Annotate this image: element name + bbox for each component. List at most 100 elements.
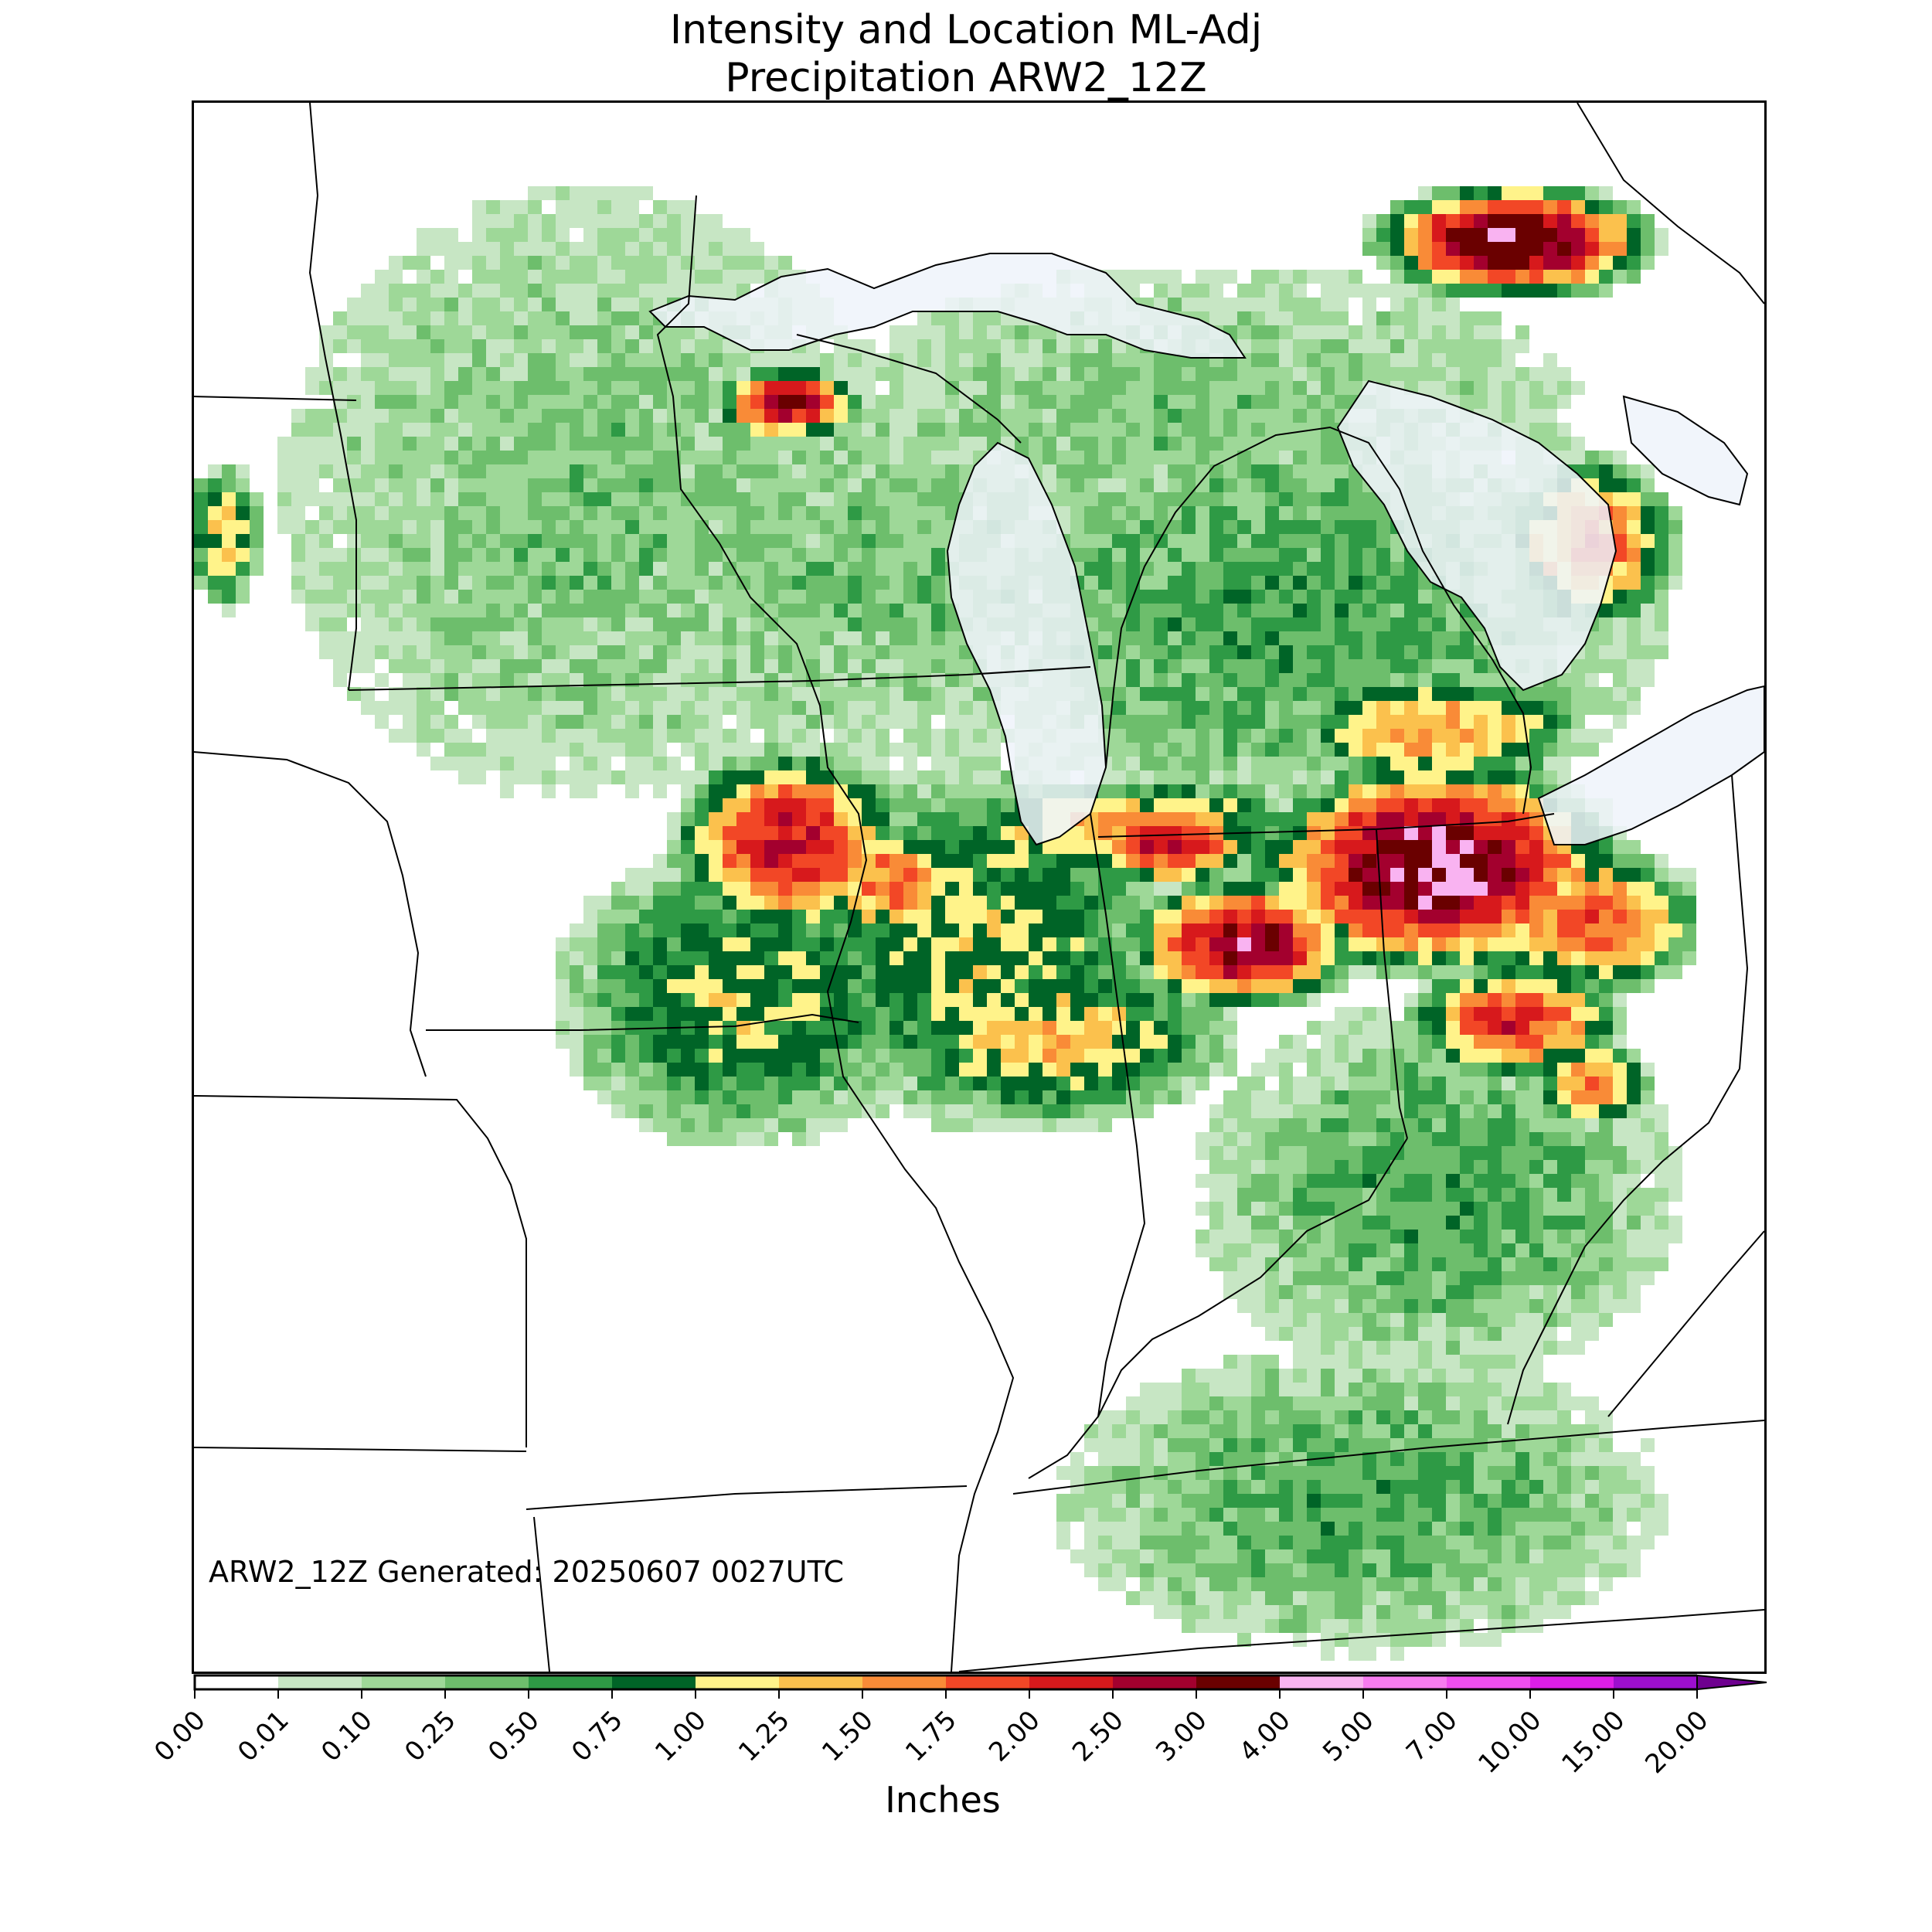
precip-cell — [903, 701, 917, 715]
precip-cell — [1376, 367, 1390, 381]
precip-cell — [1307, 562, 1321, 576]
precip-cell — [1029, 868, 1043, 882]
precip-cell — [1321, 548, 1335, 562]
precip-cell — [750, 743, 764, 757]
precip-cell — [319, 492, 333, 506]
precip-cell — [1515, 200, 1529, 214]
precip-cell — [778, 701, 792, 715]
precip-cell — [1279, 854, 1293, 868]
precip-cell — [1209, 506, 1223, 520]
precip-cell — [1349, 937, 1362, 951]
precip-cell — [361, 604, 375, 617]
precip-cell — [403, 659, 417, 673]
precip-cell — [917, 353, 931, 367]
precip-cell — [973, 743, 987, 757]
precip-cell — [764, 701, 778, 715]
precip-cell — [667, 339, 681, 353]
precip-cell — [528, 367, 542, 381]
precip-cell — [1668, 534, 1682, 548]
precip-cell — [1265, 478, 1279, 492]
precip-cell — [1237, 701, 1251, 715]
precip-cell — [667, 729, 681, 743]
precip-cell — [764, 464, 778, 478]
precip-cell — [500, 200, 514, 214]
precip-cell — [1126, 270, 1140, 284]
precip-cell — [486, 687, 500, 701]
precip-cell — [903, 812, 917, 826]
precip-cell — [778, 784, 792, 798]
precip-cell — [1112, 520, 1126, 534]
precip-cell — [750, 506, 764, 520]
precip-cell — [653, 896, 667, 910]
precip-cell — [778, 548, 792, 562]
precip-cell — [931, 826, 945, 840]
precip-cell — [305, 492, 319, 506]
precip-cell — [1335, 840, 1349, 854]
precip-cell — [542, 701, 556, 715]
precip-cell — [486, 478, 500, 492]
precip-cell — [1043, 965, 1056, 979]
precip-cell — [667, 812, 681, 826]
precip-cell — [1599, 1007, 1613, 1021]
precip-cell — [723, 562, 736, 576]
precip-cell — [1529, 423, 1543, 437]
precip-cell — [1307, 993, 1321, 1007]
precip-cell — [917, 576, 931, 590]
precip-cell — [792, 896, 806, 910]
precip-cell — [1251, 673, 1265, 687]
precip-cell — [583, 910, 597, 923]
precip-cell — [681, 951, 695, 965]
precip-cell — [1056, 910, 1070, 923]
precip-cell — [1641, 506, 1655, 520]
precip-cell — [528, 409, 542, 423]
precip-cell — [709, 659, 723, 673]
precip-cell — [1362, 353, 1376, 367]
precip-cell — [889, 548, 903, 562]
precip-cell — [1585, 1007, 1599, 1021]
precip-cell — [1474, 687, 1488, 701]
precip-cell — [472, 645, 486, 659]
precip-cell — [1307, 937, 1321, 951]
precip-cell — [889, 367, 903, 381]
precip-cell — [876, 854, 889, 868]
precip-cell — [1418, 298, 1432, 311]
precip-cell — [1585, 242, 1599, 256]
precip-cell — [1209, 896, 1223, 910]
precip-cell — [750, 423, 764, 437]
precip-cell — [1362, 868, 1376, 882]
precip-cell — [1196, 896, 1209, 910]
precip-cell — [1460, 367, 1474, 381]
precip-cell — [876, 923, 889, 937]
precip-cell — [764, 854, 778, 868]
precip-cell — [444, 673, 458, 687]
precip-cell — [945, 687, 959, 701]
precip-cell — [1251, 729, 1265, 743]
precip-cell — [611, 311, 625, 325]
precip-cell — [1557, 993, 1571, 1007]
precip-cell — [430, 464, 444, 478]
precip-cell — [1112, 395, 1126, 409]
precip-cell — [1182, 896, 1196, 910]
precip-cell — [792, 743, 806, 757]
precip-cell — [862, 979, 876, 993]
precip-cell — [542, 451, 556, 464]
precip-cell — [1168, 576, 1182, 590]
precip-cell — [389, 381, 403, 395]
precip-cell — [639, 534, 653, 548]
precip-cell — [917, 423, 931, 437]
precip-cell — [834, 437, 848, 451]
precip-cell — [1168, 451, 1182, 464]
precip-cell — [583, 478, 597, 492]
precip-cell — [681, 437, 695, 451]
precip-cell — [1001, 854, 1015, 868]
precip-cell — [444, 492, 458, 506]
precip-cell — [1655, 937, 1668, 951]
precip-cell — [556, 1007, 570, 1021]
precip-cell — [1154, 492, 1168, 506]
precip-cell — [1585, 979, 1599, 993]
precip-cell — [876, 1021, 889, 1035]
precip-cell — [1432, 743, 1446, 757]
precip-cell — [1474, 353, 1488, 367]
precip-cell — [542, 464, 556, 478]
precip-cell — [709, 784, 723, 798]
